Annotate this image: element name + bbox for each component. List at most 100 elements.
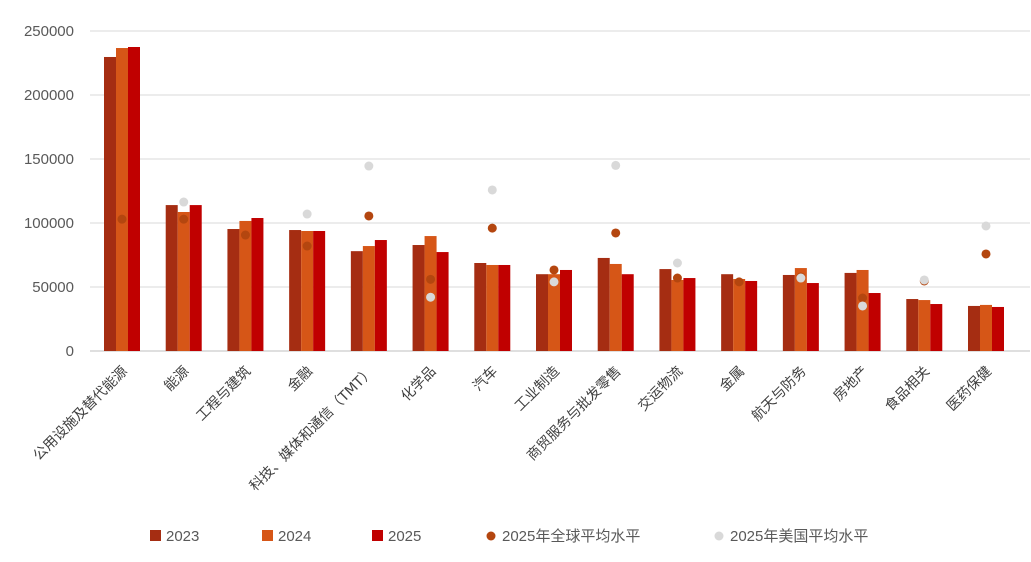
y-axis-ticks: 0 50000 100000 150000 200000 250000: [24, 23, 74, 360]
dot-2025年美国平均水平: [919, 275, 929, 285]
bar-2024: [362, 246, 375, 351]
y-tick-label: 0: [66, 343, 74, 360]
y-tick-label: 50000: [32, 279, 74, 296]
bar-2024: [116, 48, 128, 352]
bar-2025: [621, 274, 634, 351]
legend-swatch: [262, 530, 273, 541]
bar-2024: [794, 268, 807, 351]
dot-2025年全球平均水平: [117, 214, 127, 224]
bar-2025: [498, 264, 511, 351]
bar-2024: [486, 264, 499, 351]
bar-2025: [806, 283, 819, 351]
bar-2023: [659, 269, 672, 351]
dot-2025年全球平均水平: [426, 274, 436, 284]
bar-2024: [856, 269, 869, 351]
dot-2025年全球平均水平: [364, 211, 374, 221]
x-tick-label: 房地产: [830, 364, 871, 405]
bar-2023: [104, 56, 116, 351]
bar-2024: [301, 231, 314, 351]
bar-2023: [350, 251, 363, 351]
dot-2025年美国平均水平: [487, 185, 497, 195]
dot-2025年美国平均水平: [179, 197, 189, 207]
bar-2025: [128, 47, 140, 351]
bar-2023: [165, 205, 178, 351]
bar-2023: [412, 245, 425, 351]
x-tick-label: 医药保健: [944, 364, 995, 415]
bar-2023: [474, 263, 487, 351]
dot-2025年全球平均水平: [611, 228, 621, 238]
dot-2025年全球平均水平: [240, 230, 250, 240]
legend-dot: [714, 531, 724, 541]
bar-2025: [992, 306, 1004, 351]
bar-2025: [683, 278, 696, 351]
y-tick-label: 200000: [24, 87, 74, 104]
bar-2023: [968, 305, 980, 351]
x-tick-label: 工业制造: [512, 364, 563, 415]
legend-dot: [486, 531, 496, 541]
bar-2024: [239, 220, 252, 351]
x-tick-label: 金属: [717, 364, 748, 395]
dot-2025年美国平均水平: [858, 301, 868, 311]
bar-2025: [313, 231, 326, 351]
legend-swatch: [372, 530, 383, 541]
bar-2023: [597, 257, 610, 351]
bar-2024: [980, 304, 992, 351]
x-tick-label: 能源: [161, 364, 192, 395]
dot-2025年全球平均水平: [981, 249, 991, 259]
bar-2025: [374, 240, 387, 351]
bar-2024: [918, 300, 931, 351]
bar-2025: [189, 205, 202, 351]
legend-swatch: [150, 530, 161, 541]
bar-2025: [560, 269, 572, 351]
x-tick-label: 交运物流: [635, 363, 687, 415]
bar-2024: [609, 263, 622, 351]
bar-2025: [930, 304, 943, 351]
legend-label: 2023: [166, 528, 199, 545]
dot-2025年美国平均水平: [302, 209, 312, 219]
dot-2025年全球平均水平: [179, 214, 189, 224]
legend-label: 2025年美国平均水平: [730, 528, 868, 545]
bar-2024: [177, 211, 190, 351]
x-tick-label: 食品相关: [881, 363, 933, 415]
bar-2023: [289, 230, 302, 351]
bars: [104, 47, 1004, 352]
dot-2025年美国平均水平: [796, 273, 806, 283]
dot-2025年美国平均水平: [549, 277, 559, 287]
dot-2025年美国平均水平: [611, 160, 621, 170]
bar-2024: [548, 274, 560, 351]
legend-label: 2025年全球平均水平: [502, 527, 640, 545]
y-tick-label: 100000: [24, 215, 74, 232]
bar-2025: [251, 218, 264, 351]
x-tick-label: 金融: [285, 364, 316, 395]
y-tick-label: 250000: [24, 23, 74, 40]
bar-2025: [745, 280, 758, 351]
dot-2025年全球平均水平: [302, 241, 312, 251]
dot-2025年美国平均水平: [672, 258, 682, 268]
x-tick-label: 汽车: [469, 363, 501, 395]
x-tick-label: 工程与建筑: [193, 364, 254, 425]
bar-2023: [536, 274, 548, 351]
bar-2023: [844, 272, 857, 351]
dot-2025年全球平均水平: [672, 273, 682, 283]
bar-2024: [671, 279, 684, 351]
dot-2025年美国平均水平: [364, 161, 374, 171]
dot-2025年全球平均水平: [734, 277, 744, 287]
dot-2025年美国平均水平: [981, 221, 991, 231]
bar-2025: [868, 293, 881, 351]
legend-label: 2024: [278, 528, 311, 545]
dot-2025年美国平均水平: [426, 292, 436, 302]
bar-2023: [721, 274, 734, 351]
legend-label: 2025: [388, 528, 421, 545]
dots: [117, 160, 991, 311]
dot-2025年全球平均水平: [487, 223, 497, 233]
bar-2023: [906, 299, 919, 351]
bar-2023: [227, 229, 240, 351]
bar-2024: [733, 279, 746, 351]
dot-2025年全球平均水平: [858, 293, 868, 303]
legend: 2023 2024 2025 2025年全球平均水平 2025年美国平均水平: [150, 527, 868, 545]
bar-2025: [436, 252, 449, 351]
x-tick-label: 公用设施及替代能源: [30, 364, 130, 464]
y-tick-label: 150000: [24, 151, 74, 168]
